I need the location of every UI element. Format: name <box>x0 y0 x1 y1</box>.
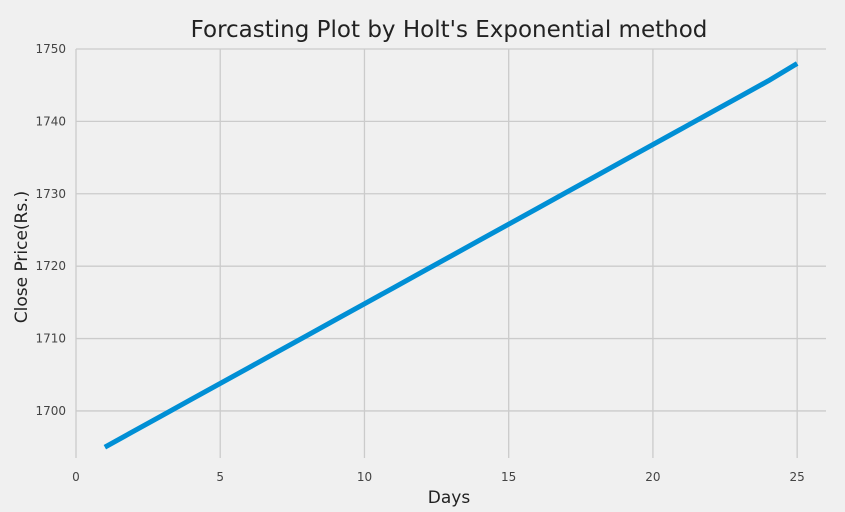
y-axis-label: Close Price(Rs.) <box>12 191 32 324</box>
x-tick-labels: 0 5 10 15 20 25 <box>72 470 805 484</box>
chart-title: Forcasting Plot by Holt's Exponential me… <box>191 17 708 43</box>
series-layer <box>103 61 799 450</box>
y-tick-label: 1720 <box>35 259 66 273</box>
x-tick-label: 5 <box>216 470 224 484</box>
y-tick-label: 1730 <box>35 187 66 201</box>
y-tick-label: 1750 <box>35 42 66 56</box>
y-tick-label: 1700 <box>35 404 66 418</box>
x-axis-label: Days <box>428 488 471 508</box>
y-tick-labels: 1700 1710 1720 1730 1740 1750 <box>35 42 66 418</box>
x-tick-label: 0 <box>72 470 80 484</box>
x-tick-label: 10 <box>357 470 372 484</box>
y-gridlines <box>76 48 826 412</box>
y-tick-label: 1740 <box>35 114 66 128</box>
x-tick-label: 25 <box>790 470 805 484</box>
x-tick-label: 15 <box>501 470 516 484</box>
x-tick-label: 20 <box>645 470 660 484</box>
forecast-series-line <box>103 61 799 450</box>
y-tick-label: 1710 <box>35 332 66 346</box>
x-gridlines <box>75 49 798 458</box>
